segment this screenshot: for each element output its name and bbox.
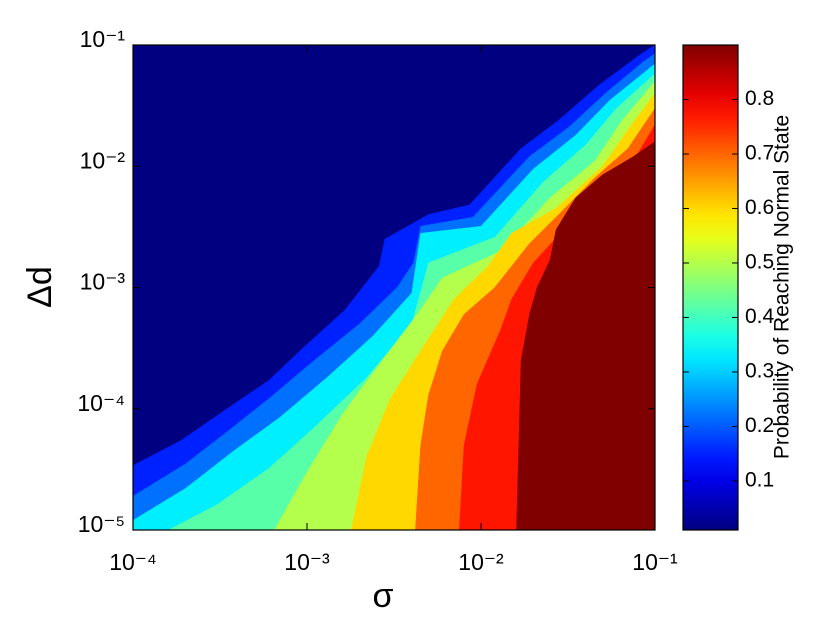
colorbar-tick-label: 0.5: [745, 251, 774, 274]
x-axis-label: σ: [373, 577, 394, 615]
y-tick-label: 10⁻²: [80, 147, 126, 173]
y-tick-label: 10⁻¹: [80, 26, 126, 52]
colorbar-tick-label: 0.3: [745, 360, 774, 383]
colorbar-tick-label: 0.1: [745, 469, 774, 492]
colorbar-tick-label: 0.6: [745, 196, 774, 219]
y-tick-label: 10⁻³: [80, 269, 126, 295]
x-tick-label: 10⁻³: [284, 549, 330, 575]
colorbar-label: Probability of Reaching Normal State: [771, 115, 794, 459]
y-axis-label: Δd: [21, 266, 59, 308]
colorbar-tick-label: 0.2: [745, 414, 774, 437]
y-tick-label: 10⁻⁵: [78, 511, 125, 537]
x-tick-label: 10⁻¹: [632, 549, 678, 575]
y-tick-label: 10⁻⁴: [77, 390, 125, 416]
x-tick-label: 10⁻²: [458, 549, 504, 575]
colorbar-tick-label: 0.4: [745, 305, 775, 328]
colorbar-tick-label: 0.8: [745, 87, 774, 110]
colorbar-tick-label: 0.7: [745, 142, 774, 165]
colorbar: [682, 44, 739, 531]
x-tick-label: 10⁻⁴: [109, 549, 157, 575]
